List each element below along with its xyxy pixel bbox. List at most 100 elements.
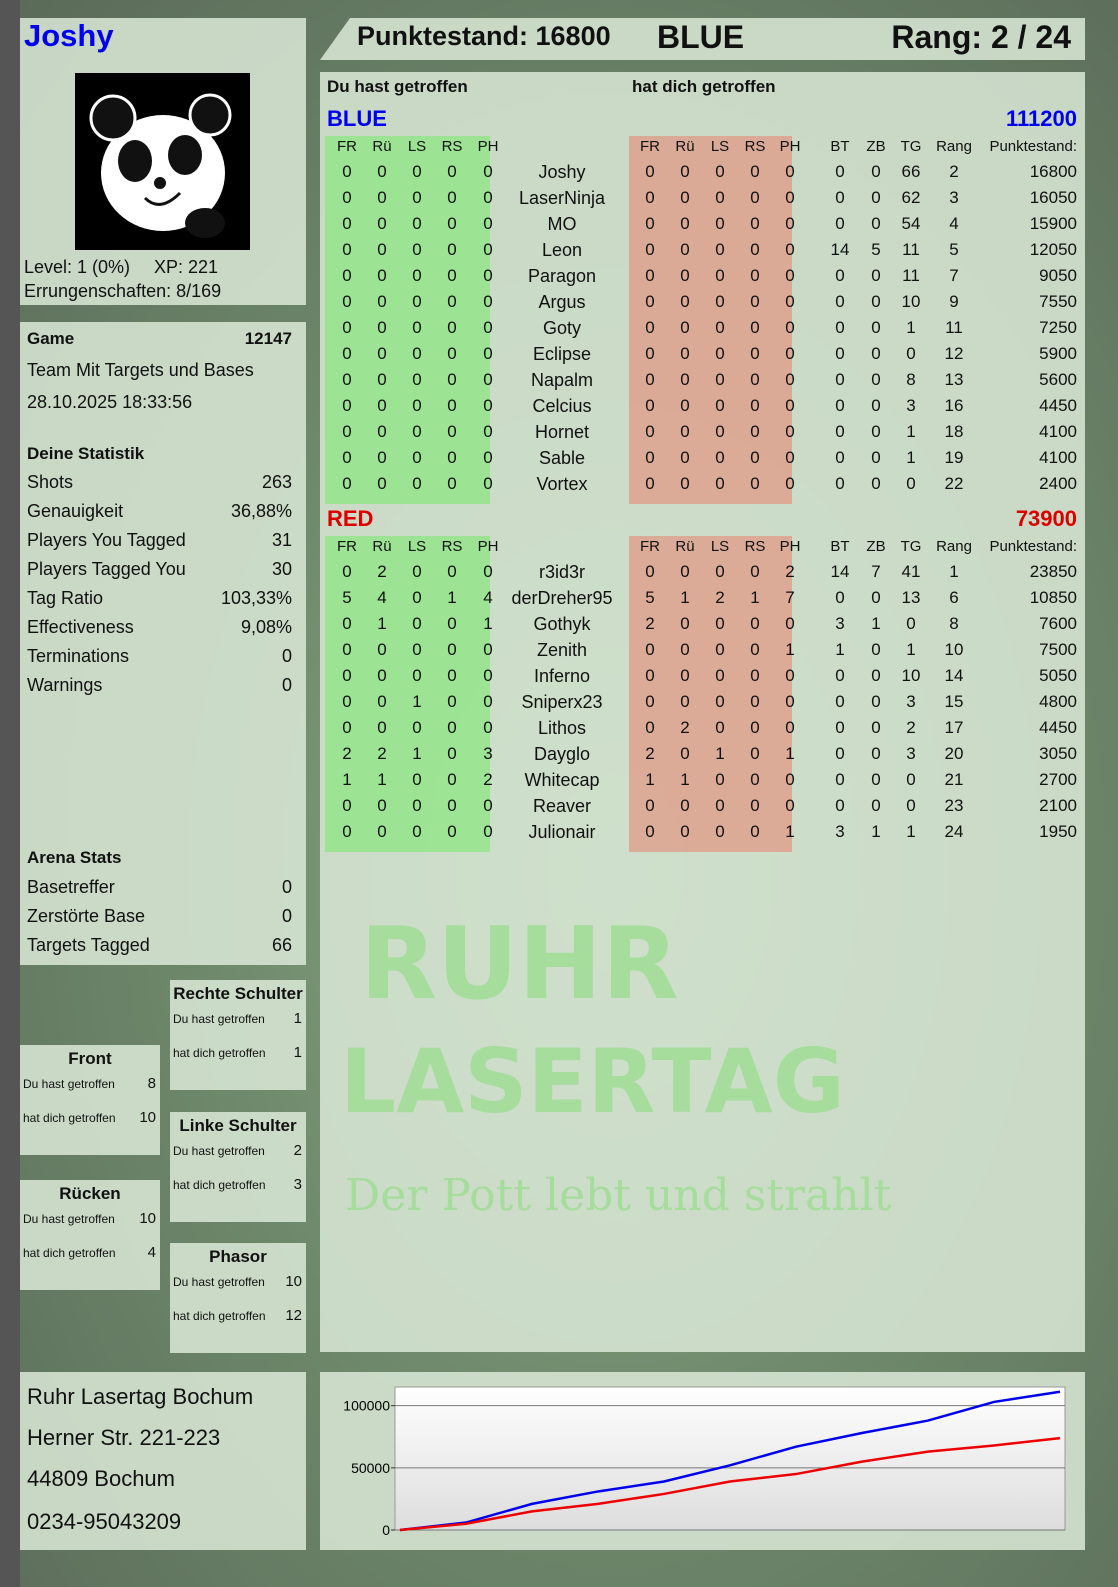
you-hit-cell: 2 — [377, 744, 387, 763]
hit-you-cell: 0 — [750, 796, 760, 815]
player-name: Sable — [538, 448, 586, 468]
stat-cell: 0 — [871, 744, 881, 763]
stat-cell: 0 — [906, 770, 916, 789]
col-header: Punktestand: — [989, 138, 1077, 155]
player-name: Hornet — [534, 422, 590, 442]
you-hit-cell: 0 — [447, 188, 457, 207]
zone-hit-value: 10 — [285, 1273, 302, 1290]
you-hit-cell: 0 — [412, 588, 422, 607]
you-hit-cell: 0 — [342, 240, 352, 259]
hit-you-cell: 0 — [785, 266, 795, 285]
col-header: TG — [900, 138, 922, 155]
hit-you-cell: 0 — [785, 344, 795, 363]
avatar — [75, 73, 250, 250]
stat-cell: 0 — [835, 692, 845, 711]
you-hit-cell: 0 — [377, 666, 387, 685]
col-header: FR — [337, 538, 357, 555]
hit-you-cell: 0 — [785, 396, 795, 415]
stat-cell: 0 — [871, 640, 881, 659]
hit-you-cell: 1 — [680, 588, 690, 607]
you-hit-cell: 0 — [447, 240, 457, 259]
player-score: 2100 — [1039, 796, 1077, 815]
hit-you-cell: 0 — [680, 214, 690, 233]
you-hit-cell: 0 — [412, 396, 422, 415]
hit-you-cell: 0 — [715, 240, 725, 259]
table-row: 0 1 0 0 1 Gothyk 2 0 0 0 0 3 1 0 8 7600 — [320, 614, 1085, 640]
zone-got-label: hat dich getroffen — [173, 1178, 266, 1192]
you-hit-cell: 0 — [342, 370, 352, 389]
hit-you-cell: 0 — [680, 614, 690, 633]
stat-label: Players Tagged You — [27, 559, 186, 579]
table-row: 0 0 0 0 0 Reaver 0 0 0 0 0 0 0 0 23 2100 — [320, 796, 1085, 822]
hit-you-cell: 0 — [645, 422, 655, 441]
arena-label: Targets Tagged — [27, 935, 150, 955]
player-score: 5600 — [1039, 370, 1077, 389]
hit-you-cell: 0 — [645, 474, 655, 493]
col-header: LS — [407, 538, 427, 555]
hit-you-cell: 0 — [680, 370, 690, 389]
zone-hit-label: Du hast getroffen — [23, 1077, 115, 1091]
hit-you-cell: 0 — [750, 266, 760, 285]
hit-you-cell: 0 — [645, 692, 655, 711]
you-hit-cell: 0 — [377, 266, 387, 285]
venue-phone: 0234-95043209 — [27, 1509, 182, 1534]
you-hit-cell: 0 — [483, 640, 493, 659]
stat-cell: 3 — [906, 692, 916, 711]
panda-avatar-icon — [89, 93, 232, 238]
you-hit-cell: 0 — [412, 344, 422, 363]
player-name: derDreher95 — [511, 588, 613, 608]
game-mode: Team Mit Targets und Bases — [27, 360, 254, 380]
stat-value: 30 — [271, 559, 292, 579]
achievements: Errungenschaften: 8/169 — [24, 281, 222, 301]
you-hit-cell: 2 — [377, 562, 387, 581]
you-hit-cell: 0 — [447, 744, 457, 763]
hit-you-cell: 0 — [785, 614, 795, 633]
stat-cell: 7 — [871, 562, 881, 581]
player-name: Lithos — [537, 718, 587, 738]
xp: XP: 221 — [154, 257, 219, 277]
stat-cell: 0 — [906, 796, 916, 815]
stat-row: Tag Ratio 103,33% — [27, 588, 292, 609]
stat-cell: 5 — [949, 240, 959, 259]
hit-you-cell: 0 — [645, 822, 655, 841]
hit-you-cell: 0 — [715, 718, 725, 737]
hit-you-cell: 2 — [680, 718, 690, 737]
stat-row: Players Tagged You 30 — [27, 559, 292, 580]
arena-value: 66 — [271, 935, 292, 955]
you-hit-cell: 0 — [447, 318, 457, 337]
stat-cell: 0 — [835, 718, 845, 737]
game-label: Game — [27, 329, 75, 348]
hit-you-cell: 0 — [750, 666, 760, 685]
player-name: Zenith — [536, 640, 588, 660]
you-hit-cell: 1 — [412, 692, 422, 711]
col-header: FR — [640, 138, 660, 155]
hit-you-cell: 0 — [715, 266, 725, 285]
hit-you-cell: 0 — [645, 240, 655, 259]
zone-got-label: hat dich getroffen — [23, 1246, 116, 1260]
stat-row: Warnings 0 — [27, 675, 292, 696]
stat-cell: 11 — [902, 266, 920, 285]
you-hit-cell: 0 — [447, 448, 457, 467]
you-hit-cell: 0 — [412, 474, 422, 493]
stat-cell: 0 — [871, 422, 881, 441]
you-hit-cell: 0 — [412, 770, 422, 789]
stat-cell: 3 — [906, 744, 916, 763]
stat-cell: 0 — [835, 344, 845, 363]
you-hit-cell: 0 — [377, 448, 387, 467]
hit-you-title: hat dich getroffen — [632, 77, 776, 96]
stat-label: Players You Tagged — [27, 530, 186, 550]
col-header: Rang — [936, 538, 972, 555]
player-score: 16800 — [1029, 162, 1077, 181]
hit-you-cell: 0 — [785, 370, 795, 389]
zone-hit-label: Du hast getroffen — [173, 1012, 265, 1026]
you-hit-cell: 0 — [377, 422, 387, 441]
hit-you-cell: 0 — [680, 318, 690, 337]
zone-got-value: 1 — [293, 1044, 302, 1061]
stat-cell: 1 — [949, 562, 959, 581]
stat-cell: 2 — [949, 162, 959, 181]
you-hit-cell: 0 — [483, 292, 493, 311]
you-hit-cell: 0 — [483, 240, 493, 259]
game-datetime: 28.10.2025 18:33:56 — [27, 392, 193, 412]
y-tick-label: 100000 — [343, 1398, 390, 1414]
hit-you-cell: 0 — [715, 562, 725, 581]
